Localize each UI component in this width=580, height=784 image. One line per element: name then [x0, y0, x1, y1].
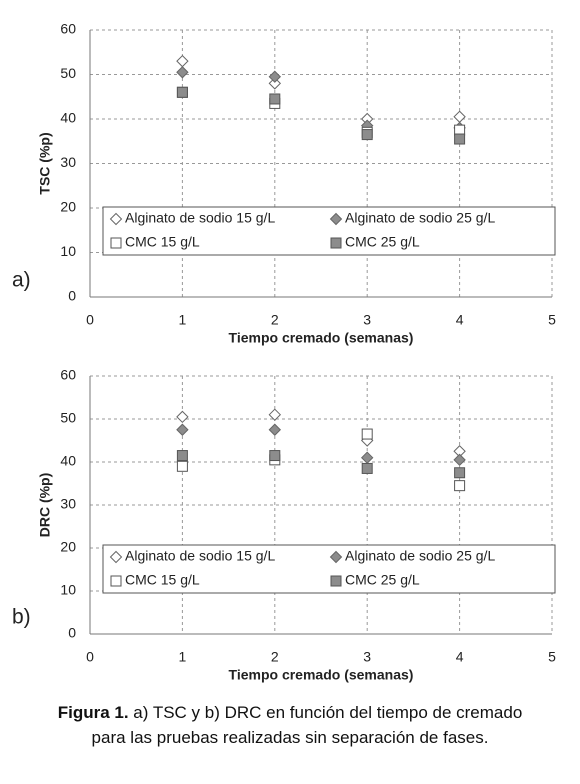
- legend-marker: [110, 237, 122, 249]
- legend-label: CMC 15 g/L: [125, 234, 200, 250]
- legend-marker: [110, 575, 122, 587]
- x-tick-label: 2: [271, 649, 279, 665]
- legend-label: CMC 15 g/L: [125, 572, 200, 588]
- point: [176, 460, 188, 472]
- x-tick-label: 5: [548, 312, 556, 328]
- legend-label: Alginato de sodio 15 g/L: [125, 210, 275, 226]
- y-axis-label: TSC (%p): [37, 132, 53, 194]
- x-tick-label: 1: [179, 312, 187, 328]
- y-tick-label: 30: [60, 496, 76, 512]
- legend-marker: [330, 237, 342, 249]
- legend-marker: [109, 212, 123, 226]
- caption-label: Figura 1.: [57, 703, 129, 722]
- y-tick-label: 60: [60, 367, 76, 383]
- point: [269, 93, 281, 105]
- caption: Figura 1. a) TSC y b) DRC en función del…: [50, 700, 530, 750]
- panel-label: a): [12, 269, 31, 292]
- point: [360, 451, 374, 464]
- x-tick-label: 0: [86, 649, 94, 665]
- point: [268, 77, 282, 90]
- legend-box: [102, 544, 556, 594]
- x-tick-label: 0: [86, 312, 94, 328]
- legend-marker: [329, 550, 343, 564]
- legend-label: Alginato de sodio 25 g/L: [345, 548, 495, 564]
- caption-text: a) TSC y b) DRC en función del tiempo de…: [91, 703, 523, 747]
- y-tick-label: 30: [60, 154, 76, 170]
- y-axis-label: DRC (%p): [37, 473, 53, 538]
- y-tick-label: 20: [60, 199, 76, 215]
- y-tick-label: 60: [60, 21, 76, 37]
- point: [453, 110, 466, 123]
- y-tick-label: 0: [68, 288, 76, 304]
- point: [176, 54, 189, 68]
- x-tick-label: 3: [363, 649, 371, 665]
- y-tick-label: 50: [60, 65, 76, 81]
- y-tick-label: 10: [60, 243, 76, 259]
- x-axis-label: Tiempo cremado (semanas): [229, 330, 414, 346]
- point: [268, 408, 282, 421]
- point: [453, 453, 466, 467]
- x-tick-label: 4: [456, 649, 464, 665]
- point: [454, 133, 466, 145]
- legend-marker: [329, 212, 343, 226]
- panel-label: b): [12, 606, 31, 629]
- point: [269, 450, 281, 462]
- point: [268, 70, 282, 83]
- legend-label: CMC 25 g/L: [345, 572, 420, 588]
- x-tick-label: 4: [456, 312, 464, 328]
- legend-marker: [109, 550, 123, 564]
- y-tick-label: 10: [60, 582, 76, 598]
- point: [361, 129, 373, 141]
- x-tick-label: 5: [548, 649, 556, 665]
- point: [176, 86, 188, 98]
- point: [361, 428, 373, 440]
- y-tick-label: 50: [60, 410, 76, 426]
- point: [176, 423, 189, 436]
- legend-label: CMC 25 g/L: [345, 234, 420, 250]
- legend-label: Alginato de sodio 25 g/L: [345, 210, 495, 226]
- point: [176, 450, 188, 462]
- x-tick-label: 1: [179, 649, 187, 665]
- x-tick-label: 2: [271, 312, 279, 328]
- y-tick-label: 0: [68, 625, 76, 641]
- point: [176, 66, 189, 79]
- point: [454, 480, 466, 492]
- x-axis-label: Tiempo cremado (semanas): [229, 667, 414, 683]
- point: [176, 410, 189, 424]
- y-tick-label: 40: [60, 110, 76, 126]
- legend-box: [102, 206, 556, 256]
- y-tick-label: 40: [60, 453, 76, 469]
- point: [361, 462, 373, 474]
- point: [268, 423, 282, 436]
- legend-label: Alginato de sodio 15 g/L: [125, 548, 275, 564]
- point: [454, 467, 466, 479]
- x-tick-label: 3: [363, 312, 371, 328]
- legend-marker: [330, 575, 342, 587]
- y-tick-label: 20: [60, 539, 76, 555]
